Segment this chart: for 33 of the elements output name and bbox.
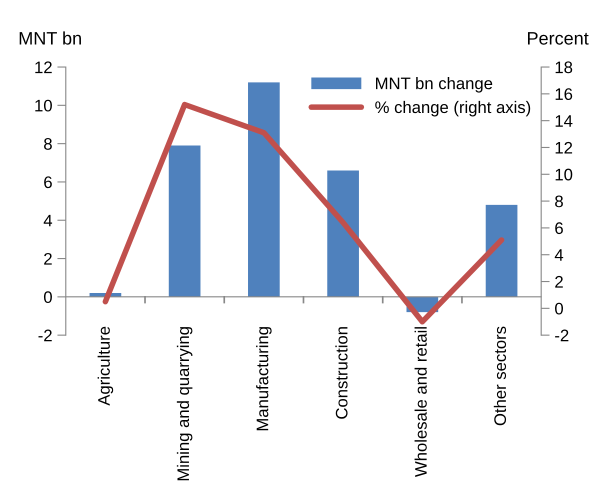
y-axis-title: MNT bn <box>20 31 81 45</box>
bar <box>327 170 359 297</box>
x-tick-label: Wholesale and retail <box>414 327 427 477</box>
y2-axis-title: Percent <box>528 32 589 45</box>
y2-tick-label: 0 <box>555 302 563 315</box>
bar <box>168 146 200 297</box>
legend-label: MNT bn change <box>376 77 492 93</box>
y-tick-label: 6 <box>44 176 52 188</box>
y-tick-label: 2 <box>44 252 52 265</box>
legend-label: % change (right axis) <box>375 100 530 116</box>
x-tick-label: Other sectors <box>494 326 506 426</box>
y2-tick-label: 8 <box>555 195 563 208</box>
y2-tick-label: 2 <box>555 276 563 288</box>
x-tick-label: Manufacturing <box>256 327 272 430</box>
y-tick-label: 12 <box>35 61 52 74</box>
y-tick-label: 4 <box>44 214 52 226</box>
y2-tick-label: 10 <box>556 168 572 180</box>
y-tick-label: 10 <box>35 100 52 112</box>
x-tick-label: Mining and quarrying <box>176 327 192 480</box>
y2-tick-label: 14 <box>556 115 572 127</box>
y-tick-label: -2 <box>38 330 52 342</box>
y2-tick-label: 12 <box>556 142 572 154</box>
y2-tick-label: 18 <box>556 61 572 74</box>
y-tick-label: 8 <box>44 138 52 150</box>
y2-tick-label: 16 <box>556 88 572 100</box>
x-tick-label: Agriculture <box>98 326 114 406</box>
y2-tick-label: 4 <box>554 249 564 261</box>
y-tick-label: 0 <box>44 291 52 304</box>
y2-tick-label: 6 <box>555 222 563 234</box>
x-tick-label: Construction <box>335 327 348 419</box>
y2-tick-label: -2 <box>555 330 568 342</box>
bar <box>486 204 518 297</box>
bar <box>248 82 280 297</box>
